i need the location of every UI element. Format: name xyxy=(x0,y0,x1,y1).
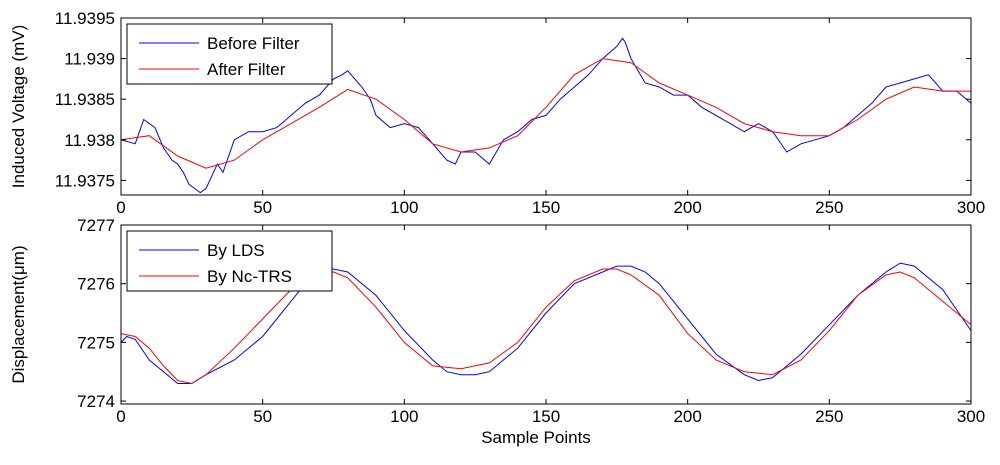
panel1-ytick-label: 11.9385 xyxy=(55,90,115,109)
panel2-xtick-label: 200 xyxy=(673,407,701,426)
panel2-xtick-label: 250 xyxy=(815,407,843,426)
panel2-xtick-label: 100 xyxy=(390,407,418,426)
panel2-legend-label-2: By Nc-TRS xyxy=(207,267,292,286)
panel1-xtick-label: 200 xyxy=(673,198,701,217)
panel1-xtick-label: 300 xyxy=(957,198,985,217)
panel1-xtick-label: 0 xyxy=(116,198,125,217)
panel1-legend: Before Filter After Filter xyxy=(126,23,333,85)
panel1-ytick-label: 11.9375 xyxy=(55,171,115,190)
panel1-legend-label-1: Before Filter xyxy=(207,34,300,53)
panel2-ytick-label: 7277 xyxy=(77,216,115,235)
panel1-series-1-line xyxy=(120,37,972,194)
panel1-ytick-label: 11.9395 xyxy=(55,9,115,28)
panel2-xtick-label: 50 xyxy=(253,407,272,426)
panel2-xlabel: Sample Points xyxy=(481,428,591,447)
panel1-series-2-line xyxy=(120,58,971,169)
panel1-xtick-label: 50 xyxy=(253,198,272,217)
panel2-xtick-label: 0 xyxy=(116,407,125,426)
panel1-ytick-label: 11.938 xyxy=(64,131,115,150)
panel1-ytick-label: 11.939 xyxy=(64,50,115,69)
panel2-legend: By LDS By Nc-TRS xyxy=(126,230,333,292)
panel2-legend-box xyxy=(126,230,333,292)
panel2-legend-label-1: By LDS xyxy=(207,241,265,260)
panel2-series-2-line xyxy=(120,268,972,385)
panel1-xtick-label: 250 xyxy=(815,198,843,217)
panel1-xtick-label: 100 xyxy=(390,198,418,217)
panel1-xtick-label: 150 xyxy=(532,198,560,217)
panel2-ylabel: Displacement(μm) xyxy=(9,245,28,383)
panel1: 0 50 100 150 200 250 300 11.9375 11.938 11.9385 11… xyxy=(9,9,985,217)
panel2-ytick-label: 7276 xyxy=(77,275,115,294)
panel1-legend-label-2: After Filter xyxy=(207,60,286,79)
panel2: 0 50 100 150 200 250 300 7274 7275 7276 7277 Displa… xyxy=(9,216,985,447)
panel2-ytick-label: 7274 xyxy=(77,392,115,411)
panel2-ytick-label: 7275 xyxy=(77,333,115,352)
panel1-ylabel: Induced Voltage (mV) xyxy=(9,25,28,188)
panel1-legend-box xyxy=(126,23,333,85)
panel2-xtick-label: 150 xyxy=(532,407,560,426)
panel2-xtick-label: 300 xyxy=(957,407,985,426)
